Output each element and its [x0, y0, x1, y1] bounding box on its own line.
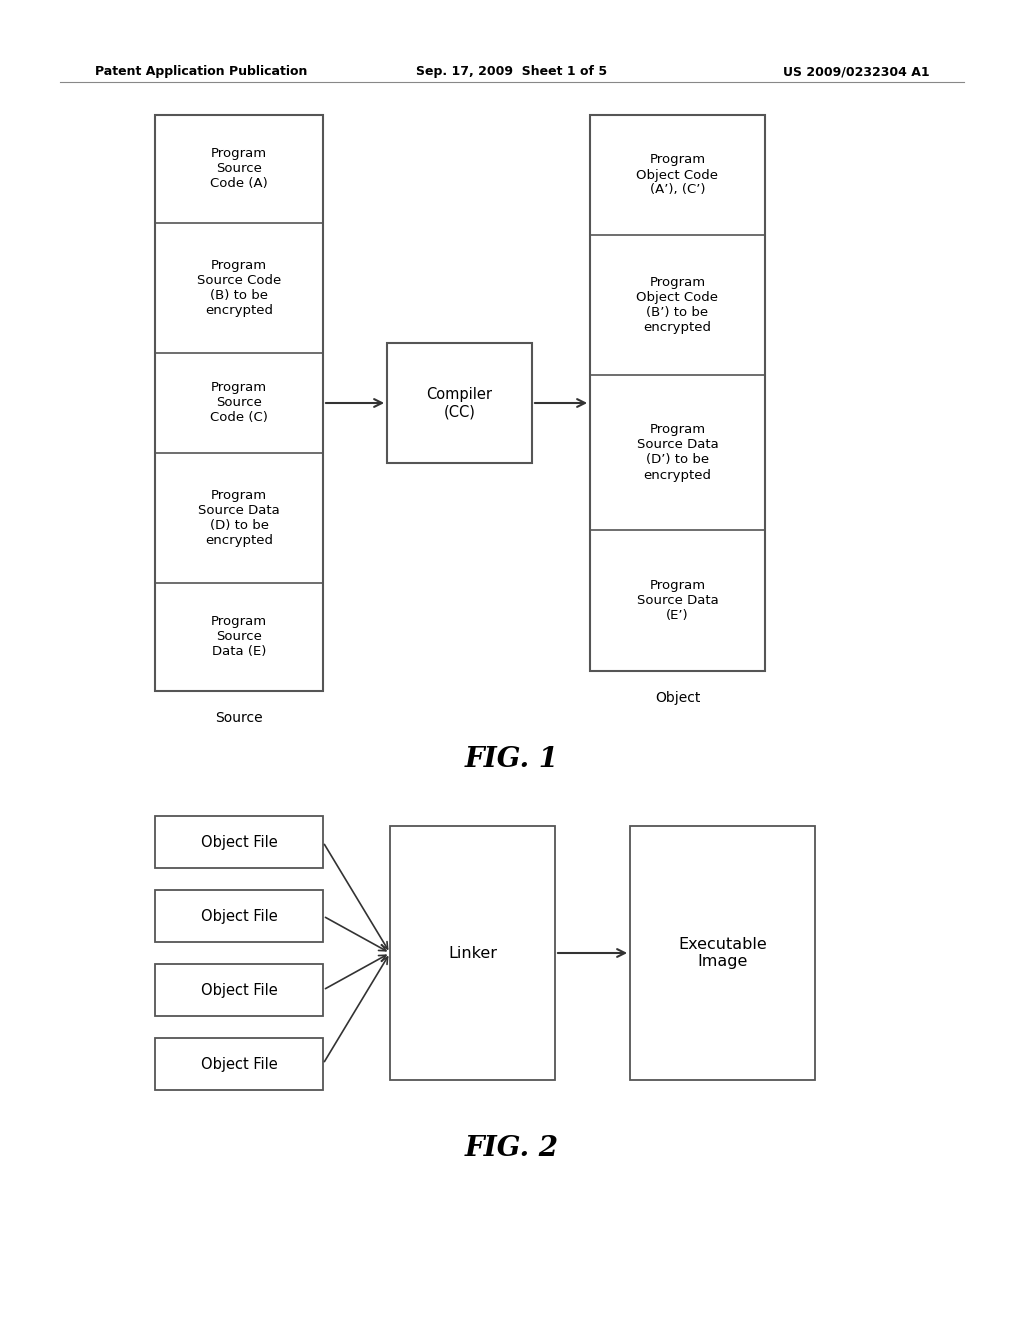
- Text: Sep. 17, 2009  Sheet 1 of 5: Sep. 17, 2009 Sheet 1 of 5: [417, 66, 607, 78]
- Text: Program
Object Code
(B’) to be
encrypted: Program Object Code (B’) to be encrypted: [637, 276, 719, 334]
- Text: Program
Object Code
(A’), (C’): Program Object Code (A’), (C’): [637, 153, 719, 197]
- Bar: [155, 816, 323, 869]
- Bar: [155, 964, 323, 1016]
- Bar: [387, 343, 532, 463]
- Text: Program
Source Data
(E’): Program Source Data (E’): [637, 579, 719, 622]
- Bar: [590, 115, 765, 671]
- Text: Compiler
(CC): Compiler (CC): [427, 387, 493, 420]
- Text: Program
Source
Data (E): Program Source Data (E): [211, 615, 267, 659]
- Text: US 2009/0232304 A1: US 2009/0232304 A1: [783, 66, 930, 78]
- Bar: [155, 115, 323, 690]
- Text: Object File: Object File: [201, 1056, 278, 1072]
- Text: Program
Source
Code (A): Program Source Code (A): [210, 148, 268, 190]
- Text: FIG. 1: FIG. 1: [465, 746, 559, 774]
- Text: Executable
Image: Executable Image: [678, 937, 767, 969]
- Text: Program
Source Data
(D) to be
encrypted: Program Source Data (D) to be encrypted: [198, 488, 280, 546]
- Text: Program
Source
Code (C): Program Source Code (C): [210, 381, 268, 425]
- Bar: [390, 826, 555, 1080]
- Text: Object File: Object File: [201, 982, 278, 998]
- Text: Linker: Linker: [449, 945, 497, 961]
- Bar: [155, 1038, 323, 1090]
- Text: Object File: Object File: [201, 834, 278, 850]
- Text: Program
Source Data
(D’) to be
encrypted: Program Source Data (D’) to be encrypted: [637, 424, 719, 482]
- Bar: [630, 826, 815, 1080]
- Text: Program
Source Code
(B) to be
encrypted: Program Source Code (B) to be encrypted: [197, 259, 282, 317]
- Text: Patent Application Publication: Patent Application Publication: [95, 66, 307, 78]
- Bar: [155, 890, 323, 942]
- Text: Object: Object: [654, 690, 700, 705]
- Text: Object File: Object File: [201, 908, 278, 924]
- Text: FIG. 2: FIG. 2: [465, 1135, 559, 1162]
- Text: Source: Source: [215, 711, 263, 725]
